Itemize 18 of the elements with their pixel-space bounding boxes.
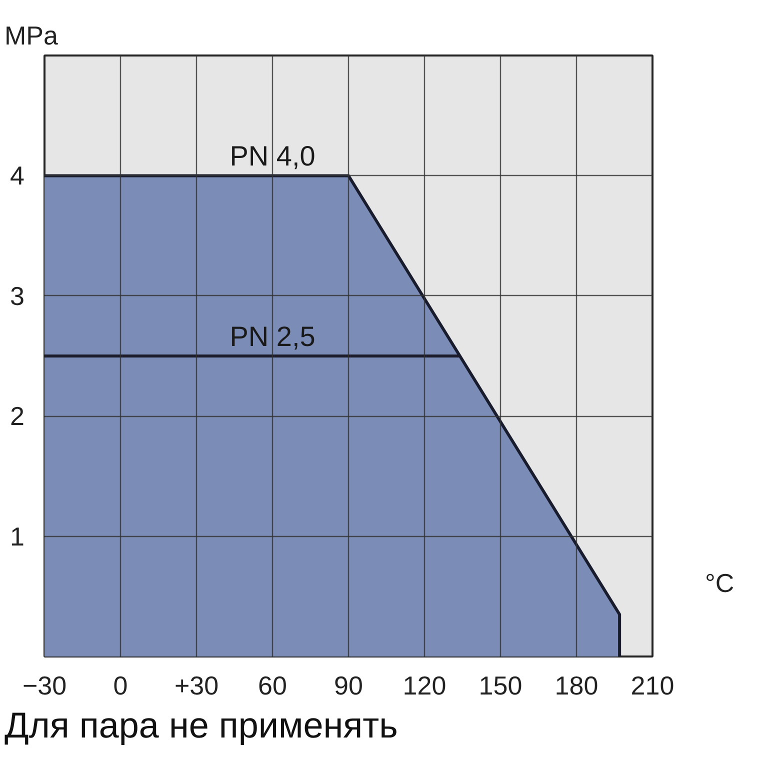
x-tick-label: 120 <box>402 670 446 700</box>
y-tick-label: 2 <box>10 401 25 432</box>
x-tick-label: 210 <box>630 670 674 700</box>
y-tick-label: 4 <box>10 160 25 191</box>
y-tick-label: 3 <box>10 280 25 311</box>
x-tick-label: 150 <box>478 670 522 700</box>
x-tick-label: −30 <box>22 670 67 700</box>
series-label: PN 2,5 <box>230 321 316 352</box>
x-tick-label: 180 <box>554 670 598 700</box>
series-label: PN 4,0 <box>230 140 316 172</box>
y-axis-title: MPa <box>4 20 58 50</box>
x-tick-label: 60 <box>258 670 287 700</box>
text: Для пара не применять <box>4 704 398 746</box>
x-tick-label: 0 <box>113 670 128 700</box>
x-axis-title: °C <box>705 567 734 600</box>
x-tick-label: +30 <box>174 670 219 700</box>
y-tick-label: 1 <box>10 521 25 552</box>
x-tick-label: 90 <box>334 670 363 700</box>
